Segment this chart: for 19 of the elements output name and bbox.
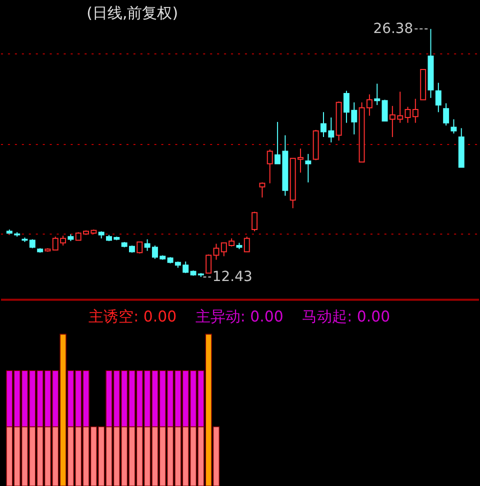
candlestick bbox=[259, 182, 266, 198]
annotation: 26.38 bbox=[373, 20, 414, 37]
candlestick bbox=[305, 153, 312, 183]
candlestick bbox=[435, 82, 442, 113]
candlestick bbox=[450, 118, 457, 134]
annotation: 12.43 bbox=[212, 268, 252, 285]
candlestick bbox=[374, 83, 380, 106]
candlestick bbox=[382, 99, 388, 122]
text: 主诱空: 0.00 bbox=[88, 308, 177, 326]
candlestick bbox=[252, 211, 258, 232]
candlestick bbox=[213, 243, 220, 260]
chart-title: (日线,前复权) bbox=[86, 4, 178, 22]
candlestick bbox=[136, 241, 143, 254]
text: 主异动: 0.00 bbox=[195, 308, 284, 326]
candlestick bbox=[244, 236, 250, 252]
candlestick bbox=[206, 254, 212, 274]
text: 马动起: 0.00 bbox=[302, 308, 390, 326]
candlestick bbox=[266, 149, 273, 184]
candlestick bbox=[443, 102, 450, 126]
